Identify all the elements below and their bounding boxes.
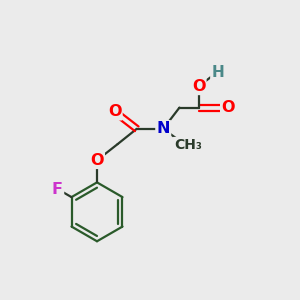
Text: O: O: [108, 104, 122, 119]
Text: CH₃: CH₃: [174, 138, 202, 152]
Text: F: F: [52, 182, 63, 196]
Text: O: O: [221, 100, 235, 115]
Text: O: O: [192, 79, 205, 94]
Text: N: N: [157, 121, 170, 136]
Text: O: O: [90, 153, 104, 168]
Text: H: H: [211, 65, 224, 80]
